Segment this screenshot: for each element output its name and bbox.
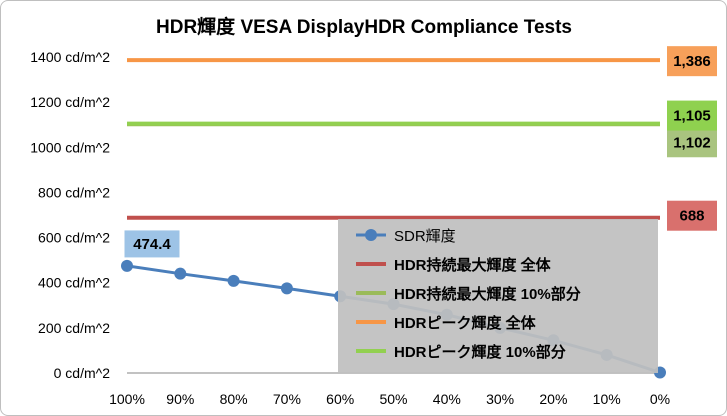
data-label-box xyxy=(667,100,717,131)
data-labels: 474.4 688 1,102 1,386 1,105 xyxy=(124,46,717,258)
x-axis: 100% 90% 80% 70% 60% 50% 40% 30% 20% 10% 0% xyxy=(109,372,670,407)
x-tick-label: 100% xyxy=(109,391,145,407)
y-tick-label: 1200 cd/m^2 xyxy=(30,94,110,110)
x-tick-label: 70% xyxy=(273,391,301,407)
y-tick-label: 400 cd/m^2 xyxy=(38,275,110,291)
chart-title: HDR輝度 VESA DisplayHDR Compliance Tests xyxy=(156,15,572,38)
x-tick-label: 40% xyxy=(433,391,461,407)
x-tick-label: 80% xyxy=(220,391,248,407)
x-tick-label: 60% xyxy=(326,391,354,407)
x-tick-label: 50% xyxy=(379,391,407,407)
y-tick-label: 0 cd/m^2 xyxy=(54,365,111,381)
legend-marker xyxy=(365,229,377,241)
legend: SDR輝度 HDR持続最大輝度 全体 HDR持続最大輝度 10%部分 HDRピーク輝度… xyxy=(338,219,658,373)
data-label: 1,102 xyxy=(673,134,711,151)
y-tick-label: 600 cd/m^2 xyxy=(38,230,110,246)
y-tick-label: 1400 cd/m^2 xyxy=(30,49,110,65)
legend-entry-label: HDR持続最大輝度 全体 xyxy=(394,256,552,274)
reference-lines xyxy=(127,58,660,220)
data-label: 474.4 xyxy=(133,236,171,253)
data-label-box xyxy=(667,127,717,158)
x-tick-label: 0% xyxy=(650,391,670,407)
data-label-box xyxy=(667,200,717,231)
data-point xyxy=(280,282,293,295)
data-point xyxy=(121,259,133,272)
y-tick-label: 1000 cd/m^2 xyxy=(30,139,110,155)
x-tick-label: 90% xyxy=(166,391,194,407)
y-axis: 0 cd/m^2 200 cd/m^2 400 cd/m^2 600 cd/m^2 80… xyxy=(30,49,110,381)
legend-entry-label: HDRピーク輝度 全体 xyxy=(394,314,537,332)
y-tick-label: 200 cd/m^2 xyxy=(38,320,110,336)
data-point xyxy=(227,274,240,287)
legend-entry-label: SDR輝度 xyxy=(394,228,456,245)
legend-entry-label: HDR持続最大輝度 10%部分 xyxy=(394,285,581,303)
data-label: 1,386 xyxy=(673,53,711,70)
data-label: 688 xyxy=(679,208,704,225)
legend-entry-label: HDRピーク輝度 10%部分 xyxy=(394,343,566,361)
x-tick-label: 30% xyxy=(486,391,514,407)
data-label-box xyxy=(667,46,717,77)
legend-box xyxy=(338,219,658,373)
data-point xyxy=(174,267,187,280)
x-tick-label: 20% xyxy=(539,391,567,407)
x-tick-label: 10% xyxy=(593,391,621,407)
data-label-box xyxy=(124,230,180,258)
y-tick-label: 800 cd/m^2 xyxy=(38,184,110,200)
data-label: 1,105 xyxy=(673,108,711,125)
